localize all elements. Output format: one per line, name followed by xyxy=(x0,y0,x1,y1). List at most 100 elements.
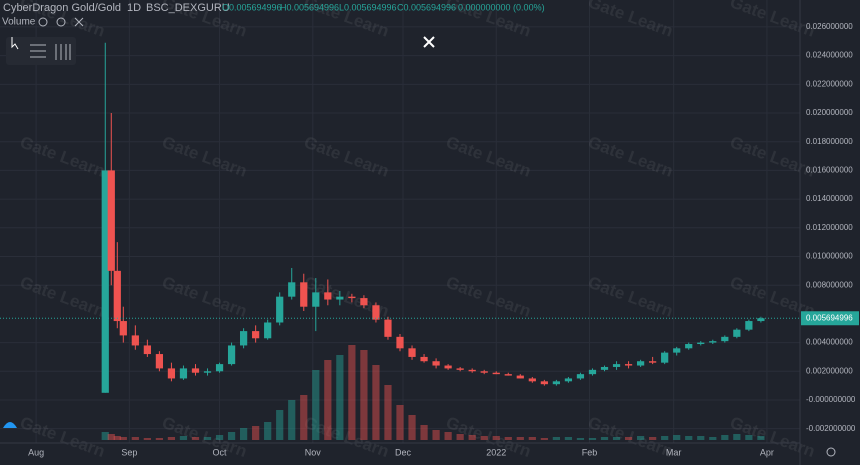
candle-body xyxy=(119,321,127,336)
candle-body xyxy=(101,170,109,393)
y-tick-label: 0.024000000 xyxy=(806,51,853,60)
candle-body xyxy=(408,348,416,357)
volume-bar xyxy=(516,437,524,440)
volume-bar xyxy=(649,437,657,440)
volume-bar xyxy=(360,350,368,440)
y-tick-label: 0.018000000 xyxy=(806,137,853,146)
candle-body xyxy=(360,298,368,306)
ohlc-high: H0.005694996 xyxy=(280,2,339,12)
candle-body xyxy=(191,368,200,373)
volume-bar xyxy=(661,436,669,440)
volume-bar xyxy=(101,432,109,440)
settings-icon[interactable] xyxy=(56,17,66,27)
candle-body xyxy=(552,381,560,385)
candle-body xyxy=(432,361,440,366)
candle-body xyxy=(131,335,139,346)
volume-bar xyxy=(300,395,308,440)
candle-body xyxy=(600,366,609,370)
volume-bar xyxy=(624,437,633,440)
candle-body xyxy=(372,305,380,320)
axis-settings[interactable] xyxy=(826,447,836,457)
volume-bar xyxy=(312,370,320,440)
header: CyberDragon Gold/Gold 1D BSC_DEXGURU O0.… xyxy=(2,2,836,457)
x-tick-label: Oct xyxy=(213,447,228,457)
bars-icon[interactable] xyxy=(55,44,71,60)
candle-body xyxy=(624,364,633,366)
candle-body xyxy=(673,348,681,353)
x-tick-label: Apr xyxy=(760,447,774,457)
x-tick-label: Nov xyxy=(305,447,322,457)
eye-icon[interactable] xyxy=(38,17,48,27)
candle-body xyxy=(324,292,332,300)
candle-body xyxy=(636,361,645,366)
volume-bar xyxy=(636,436,645,440)
volume-bar xyxy=(276,410,284,440)
volume-bar xyxy=(480,436,488,440)
volume-bar xyxy=(685,436,693,440)
candle-body xyxy=(757,318,765,322)
volume-bar xyxy=(709,437,717,440)
y-tick-label: 0.002000000 xyxy=(806,366,853,375)
volume-bar xyxy=(203,437,212,440)
candle-body xyxy=(612,364,621,367)
volume-bar xyxy=(432,430,440,440)
close-button[interactable] xyxy=(423,36,435,48)
candle-body xyxy=(456,368,464,370)
volume-bar xyxy=(588,438,597,440)
volume-bar xyxy=(745,435,753,440)
volume-bar xyxy=(167,437,176,440)
interval: 1D xyxy=(127,2,141,14)
x-tick-label: Sep xyxy=(121,447,137,457)
volume-bar xyxy=(697,436,705,440)
candle-body xyxy=(143,345,151,355)
source: BSC_DEXGURU xyxy=(146,2,230,14)
volume-bar xyxy=(420,425,428,440)
last-price-label: 0.005694996 xyxy=(806,313,853,322)
volume-bar xyxy=(576,438,585,440)
candle-body xyxy=(709,341,717,343)
candle-body xyxy=(721,336,729,342)
candle-body xyxy=(215,364,224,372)
list-icon[interactable] xyxy=(30,44,46,58)
volume-bar xyxy=(252,426,260,440)
y-tick-label: 0.004000000 xyxy=(806,338,853,347)
volume-bar xyxy=(456,434,464,440)
volume-bar xyxy=(612,437,621,440)
candle-body xyxy=(733,329,741,337)
volume-bar xyxy=(721,435,729,440)
volume-bar xyxy=(264,422,272,440)
candle-body xyxy=(661,352,669,363)
ohlc-change: 0.000000000 (0.00%) xyxy=(458,2,545,12)
candle-body xyxy=(276,296,284,323)
volume-bar xyxy=(113,436,121,440)
y-tick-label: 0.014000000 xyxy=(806,194,853,203)
volume-bar xyxy=(540,438,548,440)
candle-body xyxy=(300,282,308,307)
candle-body xyxy=(649,361,657,363)
volume-bar xyxy=(288,400,296,440)
candle-body xyxy=(516,375,524,379)
volume-bar xyxy=(348,345,356,440)
volume-bar xyxy=(215,435,224,440)
candle-body xyxy=(384,319,392,337)
volume-bar xyxy=(600,437,609,440)
remove-icon[interactable] xyxy=(74,17,84,27)
candle-body xyxy=(504,374,512,376)
volume-bar xyxy=(131,437,139,440)
candle-body xyxy=(697,342,705,345)
candle-body xyxy=(480,371,488,373)
candle-body xyxy=(179,368,188,379)
volume-bar xyxy=(119,437,127,440)
y-tick-label: 0.012000000 xyxy=(806,223,853,232)
volume-bar xyxy=(107,434,115,440)
ohlc-close: C0.005694996 xyxy=(397,2,456,12)
volume-bar xyxy=(552,437,560,440)
candle-body xyxy=(468,369,476,372)
candle-body xyxy=(227,345,236,365)
ohlc-open: O0.005694996 xyxy=(222,2,282,12)
y-tick-label: 0.020000000 xyxy=(806,108,853,117)
volume-label: Volume xyxy=(2,17,36,28)
candle-body xyxy=(288,282,296,297)
volume-bar xyxy=(336,355,344,440)
